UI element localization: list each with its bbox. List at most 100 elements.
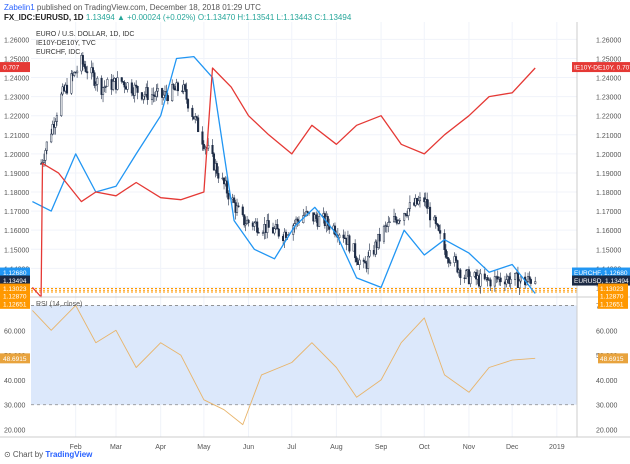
x-tick-label: Dec <box>506 444 519 451</box>
y-tick-label-left: 1.18000 <box>4 190 29 197</box>
eurusd-candle <box>358 259 361 265</box>
rsi-tick-label-right: 40.000 <box>596 378 618 385</box>
eurusd-candle <box>354 243 357 259</box>
grid-lines <box>31 22 577 437</box>
price-label-box <box>0 62 30 73</box>
eurusd-candle <box>273 228 276 234</box>
eurusd-candle <box>136 85 139 93</box>
eurusd-candle <box>155 90 158 97</box>
price-label-right: 1.12870 <box>600 294 624 301</box>
eurusd-candle <box>465 270 468 279</box>
eurusd-candle <box>45 141 48 151</box>
eurusd-candle <box>429 206 432 221</box>
eurusd-candle <box>338 234 341 239</box>
eurusd-candle <box>534 281 537 284</box>
eurusd-candle <box>315 214 318 219</box>
x-tick-label: Feb <box>70 444 82 451</box>
eurusd-candle <box>176 82 179 92</box>
eurusd-candle <box>447 258 450 263</box>
author-link[interactable]: Zabelin1 <box>4 3 35 12</box>
eurusd-candle <box>528 276 531 280</box>
eurusd-candle <box>355 257 358 263</box>
eurusd-candle <box>454 256 458 261</box>
eurusd-candle <box>142 95 145 100</box>
x-tick-label: Nov <box>463 444 476 451</box>
eurusd-candle <box>227 192 230 200</box>
eurusd-candle <box>446 257 449 259</box>
rsi-band-fill <box>31 305 577 405</box>
eurusd-candle <box>122 81 125 83</box>
y-tick-label-left: 1.25000 <box>4 56 29 63</box>
eurusd-candle <box>418 197 422 202</box>
eurusd-candle <box>76 70 79 74</box>
y-tick-label-right: 1.26000 <box>596 37 621 44</box>
eurusd-candle <box>91 67 94 73</box>
rsi-band <box>31 305 577 406</box>
eurusd-candle <box>267 220 270 228</box>
y-tick-label-right: 1.18000 <box>596 190 621 197</box>
eurusd-candle <box>130 82 133 94</box>
y-tick-label-right: 1.20000 <box>596 152 621 159</box>
eurusd-candle <box>296 218 299 222</box>
eurusd-candle <box>318 216 321 227</box>
eurusd-candle <box>235 205 239 213</box>
eurusd-candle <box>514 272 517 280</box>
price-label-box <box>572 267 630 278</box>
rsi-tick-label-left: 60.000 <box>4 328 26 335</box>
eurusd-candle <box>276 224 279 230</box>
price-label-left: 48.6915 <box>3 356 27 363</box>
x-tick-label: Jul <box>287 444 296 451</box>
eurusd-candle <box>172 84 175 89</box>
eurusd-candle <box>256 221 259 233</box>
eurusd-candle <box>368 250 371 257</box>
eurusd-candle <box>367 255 370 269</box>
eurusd-candle <box>150 94 154 100</box>
eurusd-candle <box>104 86 107 88</box>
eurusd-candle <box>261 232 264 234</box>
price-label-left: 1.12870 <box>3 294 27 301</box>
eurusd-candle <box>233 197 236 203</box>
eurusd-candle <box>106 79 109 87</box>
price-label-right: 48.6915 <box>600 356 624 363</box>
eurusd-candle <box>65 84 69 94</box>
price-label-right: IE10Y-DE10Y, 0.707 <box>574 65 630 72</box>
y-tick-label-left: 1.24000 <box>4 76 29 83</box>
eurusd-candle <box>93 72 96 86</box>
eurusd-candle <box>456 260 459 273</box>
eurusd-candle <box>96 77 99 85</box>
eurusd-candle <box>489 279 492 287</box>
price-label-box <box>0 298 30 309</box>
x-tick-label: Jun <box>243 444 254 451</box>
y-tick-label-right: 1.16000 <box>596 228 621 235</box>
eurusd-candle <box>509 279 512 284</box>
y-tick-label-right: 1.21000 <box>596 133 621 140</box>
price-label-left: 1.13494 <box>3 278 27 285</box>
rsi-tick-label-left: 20.000 <box>4 428 26 435</box>
y-tick-label-left: 1.15000 <box>4 247 29 254</box>
eurusd-candle <box>284 231 288 238</box>
y-tick-label-left: 1.20000 <box>4 152 29 159</box>
y-tick-label-right: 1.19000 <box>596 171 621 178</box>
eurusd-candle <box>215 163 218 174</box>
x-tick-label: Mar <box>110 444 123 451</box>
eurusd-candle <box>378 233 381 242</box>
eurusd-candle <box>86 71 89 74</box>
x-tick-label: May <box>197 444 211 451</box>
eurusd-candle <box>444 249 447 258</box>
eurusd-candle <box>185 89 188 100</box>
eurusd-candle <box>135 84 138 87</box>
eurusd-candle <box>100 77 103 95</box>
eurusd-candle <box>407 208 410 216</box>
symbol-name[interactable]: FX_IDC:EURUSD, 1D <box>4 13 84 22</box>
price-label-box <box>0 275 30 286</box>
tradingview-brand[interactable]: TradingView <box>45 450 93 459</box>
eurusd-candle <box>403 213 406 221</box>
x-tick-label: 2019 <box>549 444 565 451</box>
eurusd-candle <box>408 202 411 209</box>
publish-info: published on TradingView.com, December 1… <box>36 3 261 12</box>
price-label-left: 0.707 <box>3 65 20 72</box>
eurusd-candle <box>437 224 440 231</box>
eurusd-candle <box>186 99 190 109</box>
eurusd-candle <box>253 222 256 227</box>
